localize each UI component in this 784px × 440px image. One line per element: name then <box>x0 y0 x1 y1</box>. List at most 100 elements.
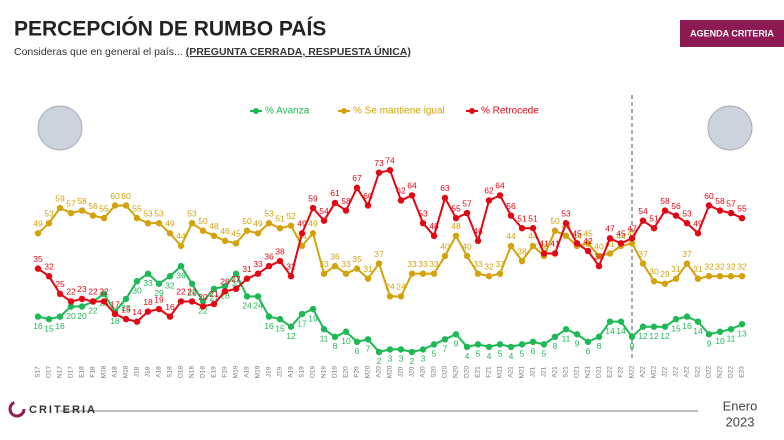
value-label: 33 <box>143 278 153 288</box>
x-tick-label: O22 <box>706 365 713 378</box>
point <box>562 326 570 333</box>
value-label: 52 <box>286 211 296 221</box>
value-label: 32 <box>704 261 714 271</box>
value-label: 32 <box>484 261 494 271</box>
x-tick-label: F22 <box>618 366 625 378</box>
point <box>419 219 427 227</box>
x-tick-label: M19 <box>233 365 240 378</box>
x-tick-label: N21 <box>585 366 592 378</box>
point <box>199 227 207 234</box>
value-label: 49 <box>297 219 307 229</box>
point <box>254 293 262 300</box>
value-label: 49 <box>693 219 703 229</box>
point <box>397 346 405 353</box>
x-tick-label: A19 <box>244 366 251 378</box>
logo: CRITERIA <box>29 404 97 416</box>
value-label: 64 <box>495 181 505 191</box>
point <box>232 240 240 247</box>
value-label: 32 <box>286 261 296 271</box>
value-label: 55 <box>132 203 142 213</box>
value-label: 51 <box>517 213 527 223</box>
value-label: 19 <box>308 313 318 323</box>
x-tick-label: F18 <box>90 366 97 378</box>
point <box>166 230 174 237</box>
point <box>463 343 471 351</box>
value-label: 9 <box>575 339 580 349</box>
value-label: 45 <box>583 229 593 239</box>
value-label: 4 <box>487 351 492 361</box>
value-label: 16 <box>264 321 274 331</box>
logo-icon <box>8 400 26 418</box>
point <box>298 230 306 237</box>
point <box>518 225 526 232</box>
point <box>529 242 537 250</box>
value-label: 4 <box>465 351 470 361</box>
value-label: 59 <box>308 193 318 203</box>
point <box>408 348 416 356</box>
point <box>551 250 559 257</box>
value-label: 33 <box>341 259 351 269</box>
point <box>661 207 669 214</box>
point <box>45 273 53 280</box>
value-label: 60 <box>110 191 120 201</box>
point <box>342 207 350 214</box>
x-tick-label: S22 <box>695 366 702 378</box>
value-label: 20 <box>198 292 208 302</box>
value-label: 22 <box>88 287 98 297</box>
point <box>727 209 735 217</box>
point <box>507 212 515 219</box>
value-label: 41 <box>539 239 549 249</box>
point <box>617 318 625 325</box>
value-label: 18 <box>110 316 120 326</box>
point <box>320 217 328 224</box>
value-label: 33 <box>429 259 439 269</box>
point <box>507 343 515 351</box>
value-label: 2 <box>377 356 382 366</box>
value-label: 48 <box>429 221 439 231</box>
point <box>738 214 746 222</box>
value-label: 11 <box>727 333 736 343</box>
value-label: 55 <box>99 203 109 213</box>
point <box>254 230 262 237</box>
point <box>155 219 163 227</box>
value-label: 11 <box>320 333 329 343</box>
badge: AGENDA CRITERIA <box>690 28 774 38</box>
point <box>375 260 383 267</box>
point <box>496 341 504 348</box>
point <box>188 219 196 227</box>
plot: S17 O17 N17 D17 E18 F18 M18 A18 M18 J18 J18 A18 S18 O… <box>33 155 747 378</box>
x-tick-label: F21 <box>486 366 493 378</box>
point <box>639 217 647 224</box>
value-label: 54 <box>319 206 329 216</box>
value-label: 22 <box>187 287 197 297</box>
value-label: 27 <box>231 274 241 284</box>
point <box>188 298 196 305</box>
point <box>243 275 251 282</box>
x-tick-label: O18 <box>178 365 185 378</box>
point <box>540 250 548 257</box>
badge-bg <box>680 20 784 47</box>
point <box>67 303 75 310</box>
value-label: 14 <box>693 326 703 336</box>
x-tick-label: M22 <box>629 365 636 378</box>
subtitle-text: Consideras que en general el país... <box>14 46 183 58</box>
point <box>419 270 427 277</box>
point <box>342 328 350 335</box>
value-label: 35 <box>352 254 362 264</box>
value-label: 44 <box>176 231 186 241</box>
value-label: 53 <box>264 208 274 218</box>
point <box>573 331 581 338</box>
value-label: 57 <box>726 198 736 208</box>
point <box>331 199 339 207</box>
value-label: 59 <box>55 193 65 203</box>
portrait-right <box>707 105 753 151</box>
point <box>287 323 295 330</box>
point <box>122 202 130 209</box>
point <box>738 320 746 328</box>
x-tick-label: D20 <box>464 366 471 378</box>
legend-dot <box>469 108 475 114</box>
x-tick-label: N17 <box>57 366 64 378</box>
value-label: 9 <box>454 339 459 349</box>
point <box>562 232 570 239</box>
value-label: 58 <box>715 196 725 206</box>
